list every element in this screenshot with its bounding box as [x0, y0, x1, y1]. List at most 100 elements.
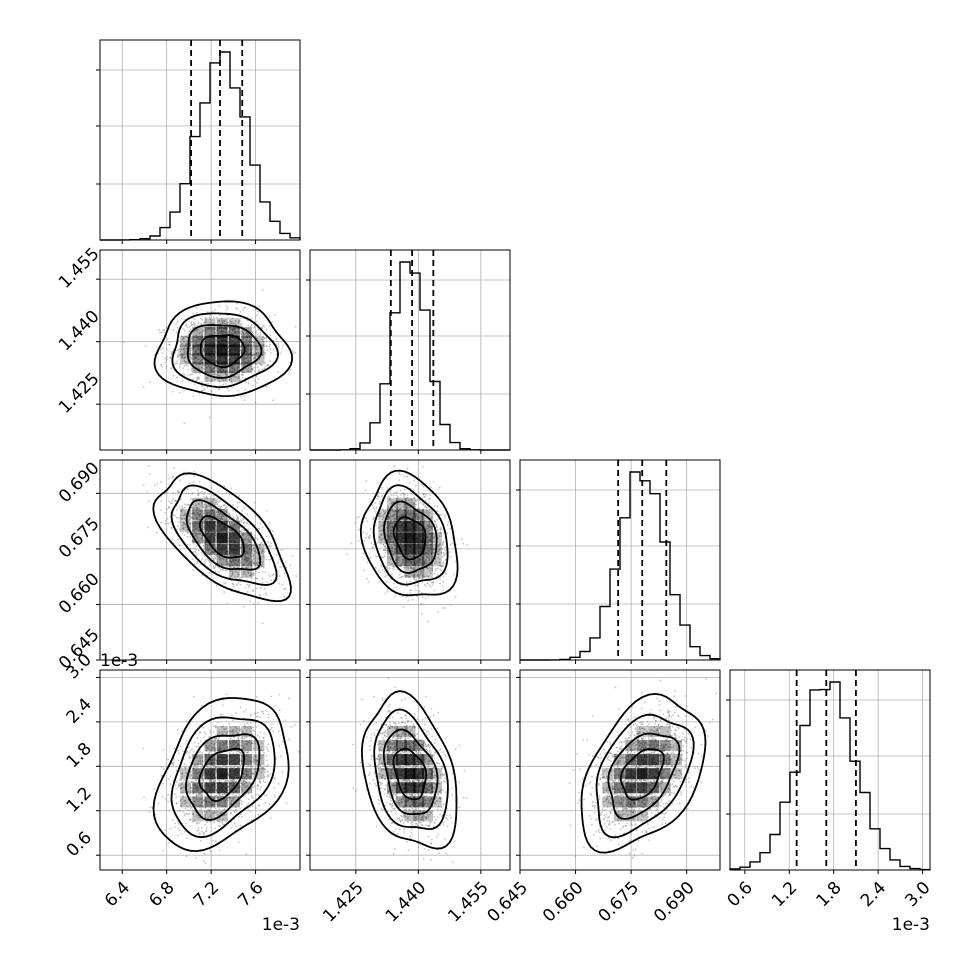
sample-point — [183, 356, 186, 359]
sample-point — [253, 501, 256, 504]
sample-point — [193, 339, 195, 342]
sample-point — [200, 323, 203, 326]
sample-point — [429, 586, 432, 588]
sample-point — [196, 489, 199, 492]
sample-point — [186, 531, 189, 534]
sample-point — [178, 516, 181, 519]
sample-point — [184, 350, 187, 353]
sample-point — [240, 333, 243, 335]
sample-point — [172, 497, 175, 500]
sample-point — [175, 362, 177, 365]
sample-point — [201, 558, 204, 561]
sample-point — [460, 537, 463, 540]
sample-point — [219, 568, 222, 571]
sample-point — [265, 345, 268, 348]
sample-point — [238, 331, 241, 334]
sample-point — [211, 369, 214, 372]
density-cell — [216, 318, 228, 330]
sample-point — [435, 524, 438, 526]
sample-point — [257, 370, 260, 373]
sample-point — [436, 510, 439, 513]
sample-point — [248, 584, 251, 586]
sample-point — [249, 317, 252, 320]
sample-point — [255, 342, 258, 345]
sample-point — [399, 489, 402, 492]
sample-point — [228, 332, 231, 335]
sample-point — [181, 338, 184, 341]
sample-point — [190, 324, 193, 326]
sample-point — [254, 515, 257, 517]
sample-point — [231, 322, 234, 325]
sample-point — [411, 493, 413, 496]
sample-point — [171, 538, 173, 541]
sample-point — [436, 526, 438, 529]
sample-point — [258, 527, 261, 530]
sample-point — [198, 363, 201, 365]
sample-point — [442, 580, 444, 583]
sample-point — [241, 518, 244, 521]
sample-point — [237, 321, 240, 324]
sample-point — [371, 504, 374, 507]
sample-point — [215, 352, 218, 354]
sample-point — [248, 356, 250, 359]
sample-point — [447, 521, 450, 524]
sample-point — [231, 366, 234, 368]
sample-point — [420, 591, 423, 594]
sample-point — [257, 328, 260, 331]
sample-point — [407, 599, 410, 602]
sample-point — [198, 480, 201, 483]
sample-point — [188, 325, 191, 328]
sample-point — [192, 547, 195, 549]
sample-point — [171, 476, 174, 479]
sample-point — [383, 555, 386, 557]
sample-point — [234, 332, 237, 334]
sample-point — [235, 584, 238, 587]
sample-point — [239, 577, 242, 580]
sample-point — [183, 389, 185, 392]
sample-point — [439, 582, 442, 585]
sample-point — [209, 563, 212, 566]
sample-point — [192, 337, 194, 340]
sample-point — [265, 328, 268, 331]
sample-point — [240, 379, 242, 382]
sample-point — [247, 335, 250, 337]
sample-point — [444, 513, 447, 516]
sample-point — [279, 352, 282, 355]
sample-point — [193, 470, 196, 473]
sample-point — [432, 481, 435, 483]
sample-point — [147, 465, 150, 467]
sample-point — [193, 356, 196, 358]
sample-point — [291, 555, 294, 557]
sample-point — [415, 485, 417, 487]
sample-point — [204, 559, 207, 561]
sample-point — [208, 561, 211, 564]
sample-point — [182, 335, 185, 338]
sample-point — [375, 507, 378, 509]
sample-point — [405, 581, 408, 584]
sample-point — [422, 485, 425, 488]
sample-point — [246, 590, 249, 593]
sample-point — [388, 495, 390, 498]
sample-point — [403, 496, 405, 498]
sample-point — [188, 492, 190, 495]
sample-point — [367, 581, 370, 584]
sample-point — [425, 493, 427, 496]
sample-point — [225, 374, 228, 376]
sample-point — [161, 331, 163, 334]
sample-point — [234, 368, 236, 371]
sample-point — [264, 571, 267, 574]
sample-point — [413, 489, 415, 492]
sample-point — [188, 481, 191, 484]
sample-point — [263, 362, 266, 364]
sample-point — [426, 507, 428, 509]
sample-point — [266, 364, 269, 366]
sample-point — [383, 549, 385, 552]
sample-point — [210, 329, 213, 331]
sample-point — [197, 494, 200, 497]
sample-point — [364, 489, 367, 491]
sample-point — [433, 505, 436, 507]
sample-point — [376, 497, 379, 500]
sample-point — [256, 337, 259, 339]
sample-point — [409, 580, 412, 583]
